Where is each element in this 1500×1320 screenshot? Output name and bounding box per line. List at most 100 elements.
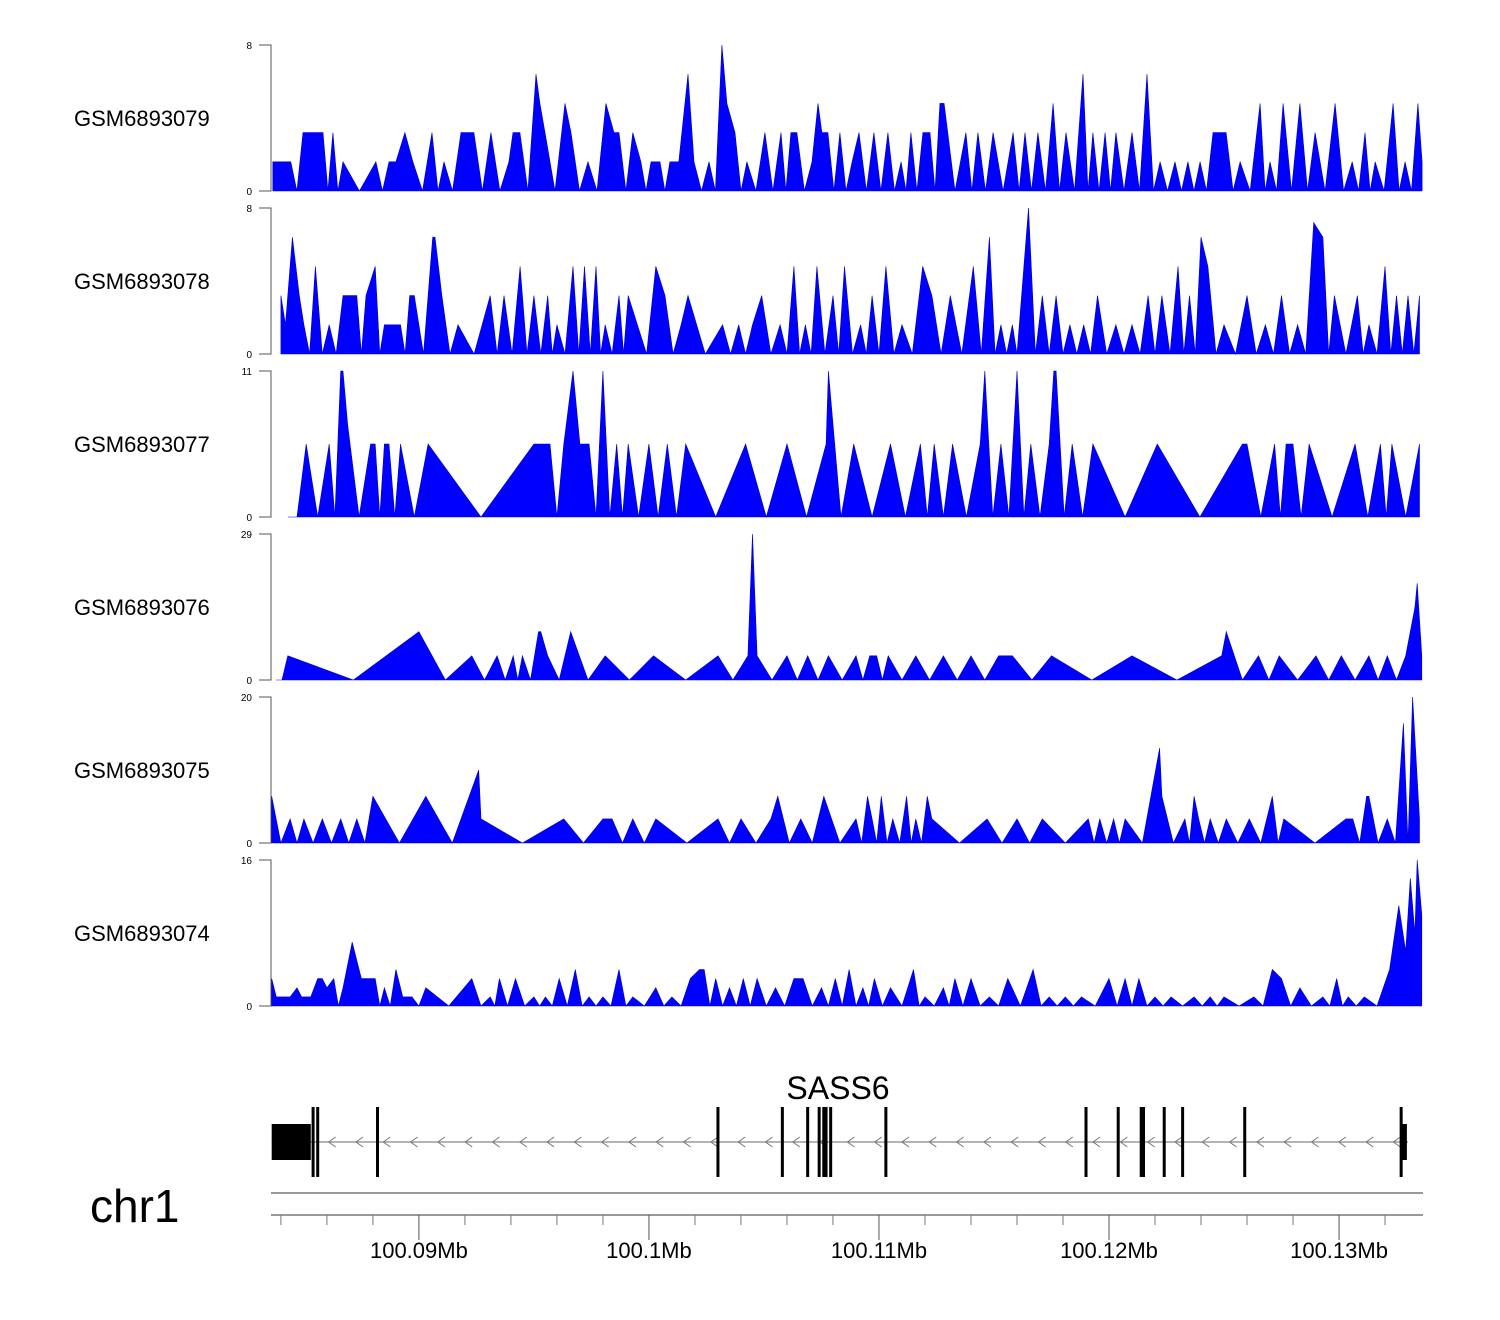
- strand-arrow-icon: [1037, 1136, 1046, 1148]
- track-label: GSM6893079: [74, 106, 210, 131]
- strand-arrow-icon: [791, 1136, 801, 1148]
- exon: [311, 1107, 315, 1177]
- strand-arrow-icon: [409, 1136, 418, 1148]
- y-tick-label-min: 0: [246, 1002, 252, 1013]
- strand-arrow-icon: [1310, 1136, 1319, 1148]
- y-tick-label-min: 0: [246, 839, 252, 850]
- exon: [1162, 1107, 1166, 1177]
- strand-arrow-icon: [491, 1136, 500, 1148]
- exon: [1243, 1107, 1247, 1177]
- strand-arrow-icon: [955, 1136, 964, 1148]
- track-label: GSM6893075: [74, 758, 210, 783]
- track-GSM6893077: GSM6893077 11 0: [74, 367, 1420, 524]
- strand-arrow-icon: [546, 1136, 555, 1148]
- strand-arrow-icon: [764, 1136, 773, 1148]
- strand-arrow-icon: [846, 1136, 855, 1148]
- y-tick-label-max: 16: [241, 856, 253, 867]
- strand-arrow-icon: [901, 1136, 910, 1148]
- strand-arrow-icon: [382, 1136, 391, 1148]
- x-tick-label: 100.12Mb: [1060, 1238, 1158, 1263]
- track-GSM6893075: GSM6893075 20 0: [74, 693, 1420, 850]
- exon: [1399, 1107, 1403, 1177]
- x-tick-label: 100.13Mb: [1290, 1238, 1388, 1263]
- strand-arrow-icon: [737, 1136, 746, 1148]
- exon: [817, 1107, 821, 1177]
- strand-arrow-icon: [1365, 1136, 1374, 1148]
- exon: [780, 1107, 784, 1177]
- gene-model-track: [271, 1107, 1409, 1177]
- coverage-area-GSM6893078: [280, 207, 1420, 356]
- strand-arrow-icon: [710, 1136, 719, 1148]
- y-axis: [259, 533, 272, 681]
- track-GSM6893076: GSM6893076 29 0: [74, 530, 1423, 687]
- track-GSM6893079: GSM6893079 8 0: [74, 41, 1423, 198]
- y-axis: [259, 859, 272, 1007]
- strand-arrow-icon: [983, 1136, 992, 1148]
- exon: [716, 1107, 720, 1177]
- strand-arrow-icon: [1064, 1136, 1074, 1148]
- exon: [1181, 1107, 1185, 1177]
- utr-block: [1402, 1124, 1407, 1160]
- exon: [884, 1107, 888, 1177]
- exon: [829, 1107, 833, 1177]
- strand-arrow-icon: [1146, 1136, 1155, 1148]
- y-axis: [259, 44, 272, 192]
- strand-arrow-icon: [573, 1136, 582, 1148]
- exon: [824, 1107, 828, 1177]
- y-tick-label-min: 0: [246, 350, 252, 361]
- strand-arrow-icon: [628, 1136, 637, 1148]
- y-axis: [259, 370, 272, 518]
- x-tick-label: 100.1Mb: [606, 1238, 692, 1263]
- y-tick-label-min: 0: [246, 187, 252, 198]
- coverage-area-GSM6893077: [287, 370, 1420, 519]
- exon: [1139, 1107, 1143, 1177]
- strand-arrow-icon: [655, 1136, 664, 1148]
- strand-arrow-icon: [873, 1136, 882, 1148]
- strand-arrow-icon: [1201, 1136, 1210, 1148]
- exon: [316, 1107, 320, 1177]
- y-tick-label-max: 11: [242, 367, 253, 378]
- strand-arrow-icon: [518, 1136, 528, 1148]
- strand-arrow-icon: [1283, 1136, 1292, 1148]
- y-tick-label-max: 8: [246, 41, 252, 52]
- coverage-area-GSM6893075: [271, 696, 1420, 845]
- strand-arrow-icon: [355, 1136, 364, 1148]
- y-tick-label-max: 29: [241, 530, 253, 541]
- y-axis: [259, 696, 272, 844]
- strand-arrow-icon: [1228, 1136, 1237, 1148]
- strand-arrow-icon: [1174, 1136, 1183, 1148]
- coverage-tracks: GSM689307980GSM689307880GSM6893077110GSM…: [74, 41, 1423, 1013]
- y-tick-label-min: 0: [246, 513, 252, 524]
- track-label: GSM6893077: [74, 432, 210, 457]
- strand-arrow-icon: [682, 1136, 691, 1148]
- x-tick-label: 100.09Mb: [370, 1238, 468, 1263]
- x-tick-label: 100.11Mb: [831, 1238, 927, 1263]
- strand-arrow-icon: [1337, 1136, 1347, 1148]
- exon: [822, 1107, 826, 1177]
- gene-label: SASS6: [786, 1070, 889, 1106]
- chromosome-label: chr1: [90, 1180, 179, 1232]
- strand-arrow-icon: [1010, 1136, 1019, 1148]
- track-label: GSM6893078: [74, 269, 210, 294]
- coverage-area-GSM6893079: [272, 44, 1423, 192]
- strand-arrow-icon: [437, 1136, 446, 1148]
- track-label: GSM6893076: [74, 595, 210, 620]
- strand-arrow-icon: [600, 1136, 609, 1148]
- exon: [806, 1107, 810, 1177]
- strand-arrow-icon: [1392, 1136, 1401, 1148]
- y-tick-label-max: 8: [246, 204, 252, 215]
- track-label: GSM6893074: [74, 921, 210, 946]
- strand-arrow-icon: [327, 1136, 336, 1148]
- strand-arrow-icon: [1256, 1136, 1265, 1148]
- exon: [1142, 1107, 1146, 1177]
- track-GSM6893078: GSM6893078 8 0: [74, 204, 1420, 361]
- utr-block: [271, 1124, 311, 1160]
- strand-arrow-icon: [464, 1136, 473, 1148]
- track-GSM6893074: GSM6893074 16 0: [74, 856, 1423, 1013]
- y-tick-label-max: 20: [241, 693, 253, 704]
- coverage-area-GSM6893076: [276, 533, 1423, 682]
- exon: [1084, 1107, 1088, 1177]
- strand-arrow-icon: [1119, 1136, 1128, 1148]
- exon: [376, 1107, 380, 1177]
